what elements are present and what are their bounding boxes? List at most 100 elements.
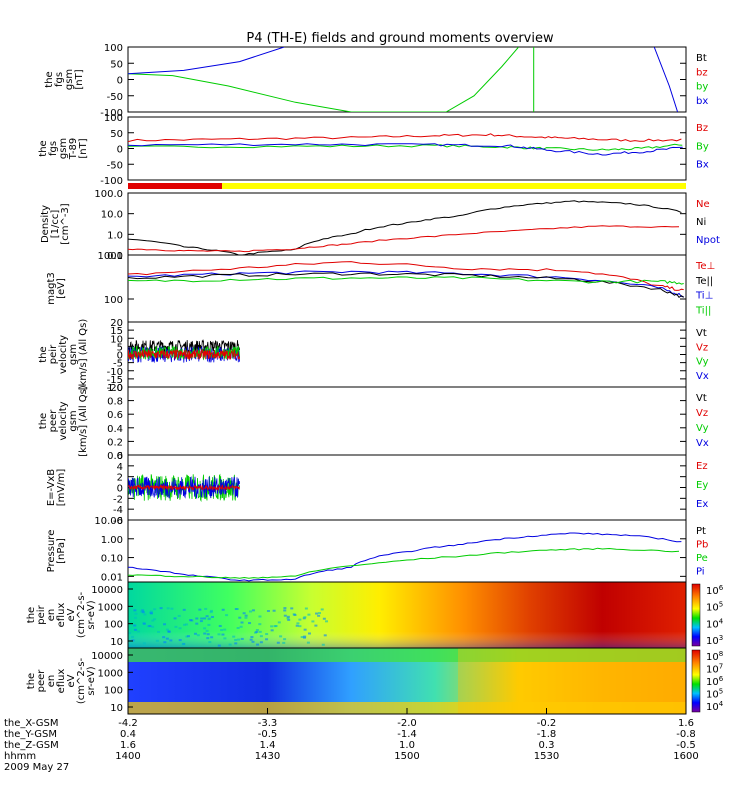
ion-spectrogram-speckle	[173, 617, 177, 620]
ion-spectrogram-speckle	[133, 609, 137, 612]
ion-spectrogram-speckle	[142, 642, 146, 645]
y-axis-label-line: eV	[66, 674, 77, 687]
y-axis-label-line: gsm	[68, 410, 79, 431]
y-tick-label: 1000	[98, 602, 123, 613]
ion-spectrogram-speckle	[203, 632, 207, 635]
ion-spectrogram-speckle	[298, 625, 302, 628]
ion-spectrogram-speckle	[166, 607, 170, 610]
ion-spectrogram-speckle	[183, 623, 187, 626]
ion-spectrogram-speckle	[258, 615, 262, 618]
ephemeris-value: 0.3	[539, 740, 555, 751]
ion-spectrogram-speckle	[249, 638, 253, 641]
colorbar-tick-label: 104	[706, 617, 724, 630]
colorbar-tick-label: 105	[706, 688, 723, 701]
ion-spectrogram-speckle	[182, 608, 186, 611]
ion-spectrogram-speckle	[204, 607, 208, 610]
ion-spectrogram-speckle	[249, 610, 253, 613]
y-tick-label: 1.0	[107, 383, 123, 394]
y-axis-label-line: magt3	[46, 272, 57, 305]
ion-spectrogram-speckle	[157, 630, 161, 633]
legend-entry-Vt: Vt	[696, 328, 707, 339]
ion-spectrogram-speckle	[302, 617, 306, 620]
ion-spectrogram-speckle	[307, 632, 311, 635]
ion-spectrogram-speckle	[295, 624, 299, 627]
ion-spectrogram-speckle	[240, 621, 244, 624]
legend-entry-Vz: Vz	[696, 342, 708, 353]
y-tick-label: 10000	[91, 651, 123, 662]
status-bar-yellow	[222, 183, 686, 189]
ion-spectrogram-speckle	[270, 629, 274, 632]
chart-title: P4 (TH-E) fields and ground moments over…	[246, 31, 554, 46]
y-axis-label-line: [nT]	[74, 69, 85, 89]
series-line-Ex	[128, 476, 240, 500]
ion-spectrogram-speckle	[259, 641, 263, 644]
y-axis-label-line: velocity	[58, 335, 69, 374]
ephemeris-value: 0.4	[120, 729, 136, 740]
ion-spectrogram-speckle	[251, 640, 255, 643]
ephemeris-value: -3.3	[258, 718, 278, 729]
y-axis-label-line: en	[46, 609, 57, 622]
y-tick-label: 0.6	[107, 410, 123, 421]
y-tick-label: 50	[110, 59, 123, 70]
ion-spectrogram-speckle	[304, 607, 308, 610]
y-tick-label: 0	[117, 76, 123, 87]
panel-ispec: 10000 1000 100 10 106 105 104 103 the peir en eflux…	[26, 581, 724, 649]
y-tick-label: 1.0	[107, 230, 123, 241]
legend-entry-Vt: Vt	[696, 393, 707, 404]
y-tick-label: -5	[113, 359, 123, 370]
ion-spectrogram-speckle	[277, 621, 281, 624]
ion-spectrogram-speckle	[190, 619, 194, 622]
y-axis-label: the peer en eflux eV (cm^2-s-sr-eV)	[26, 657, 97, 704]
ion-spectrogram-speckle	[155, 639, 159, 642]
ion-spectrogram-speckle	[210, 636, 214, 639]
panel-press: 10.00 1.00 0.10 0.01 Pressure [nPa] Pt Pb Pe Pi	[46, 516, 708, 583]
ion-spectrogram-speckle	[186, 635, 190, 638]
panel-fgs: 100 50 0 -50 -100 the fgs gsm [nT] Bt bz by bx	[44, 43, 708, 119]
series-line-Ez	[128, 483, 240, 492]
legend-entry-Ti⊥: Ti⊥	[695, 291, 713, 302]
legend-entry-Bz: Bz	[696, 123, 708, 134]
y-axis-label-line: [nT]	[78, 138, 89, 158]
ion-spectrogram-speckle	[266, 610, 270, 613]
ion-spectrogram-speckle	[148, 625, 152, 628]
ion-spectrogram-speckle	[283, 614, 287, 617]
y-axis-label-line: [km/s] (All Qs)	[78, 319, 89, 391]
y-tick-label: -15	[107, 375, 123, 386]
ion-spectrogram-speckle	[307, 613, 311, 616]
y-tick-label: -50	[107, 92, 123, 103]
panel-frame	[127, 519, 687, 583]
y-axis-label-line: sr-eV)	[86, 666, 97, 695]
panel-fgl: 100 50 0 -50 -100 the fgs gsm T-89 [nT] Bz By Bx	[38, 113, 709, 187]
y-tick-label: 100	[104, 686, 123, 697]
legend-entry-Ne: Ne	[696, 199, 710, 210]
y-axis-label-line: (cm^2-s-	[76, 657, 87, 704]
ion-spectrogram-speckle	[133, 616, 137, 619]
ion-spectrogram-shade	[128, 582, 686, 648]
ion-spectrogram-speckle	[208, 641, 212, 644]
y-tick-label: -2	[113, 494, 123, 505]
legend-entry-Pb: Pb	[696, 540, 708, 551]
ion-spectrogram-speckle	[163, 623, 167, 626]
y-axis-label-line: the	[38, 346, 49, 362]
y-axis-label: Density [1/cc] [cm^-3]	[40, 203, 71, 244]
y-axis-label-line: peer	[48, 409, 59, 433]
y-axis-label-line: the	[38, 140, 49, 156]
series-line-Vz	[128, 348, 240, 361]
ion-spectrogram-speckle	[303, 635, 307, 638]
ion-spectrogram-speckle	[270, 625, 274, 628]
y-axis-label-line: peer	[36, 669, 47, 693]
legend-entry-by: by	[696, 82, 708, 93]
y-tick-label: 0	[117, 145, 123, 156]
legend-entry-Bx: Bx	[696, 160, 709, 171]
y-tick-label: 0.4	[107, 424, 123, 435]
ion-spectrogram-speckle	[205, 629, 209, 632]
series-line-Ne	[128, 225, 680, 253]
ion-spectrogram-speckle	[207, 618, 211, 621]
time-tick-label: 1600	[673, 751, 698, 762]
y-axis-label: E=-VxB [mV/m]	[46, 469, 67, 507]
legend-entry-Npot: Npot	[696, 235, 720, 246]
legend-entry-Vx: Vx	[696, 438, 709, 449]
y-axis-label-line: Density	[40, 205, 51, 243]
y-axis-label-line: [nPa]	[56, 538, 67, 564]
